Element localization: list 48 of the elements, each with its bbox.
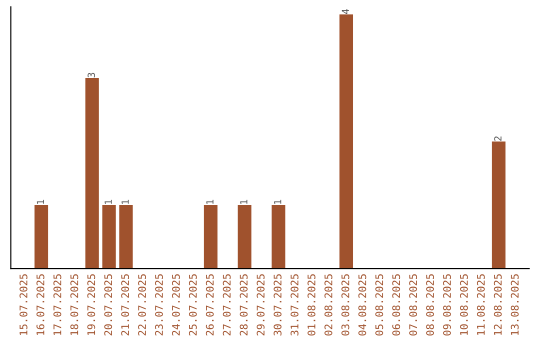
x-tick-label: 09.08.2025: [443, 274, 451, 336]
data-label: 1: [240, 200, 248, 204]
x-tick-label: 19.07.2025: [87, 274, 96, 335]
data-label: 1: [274, 200, 282, 204]
data-label: 1: [36, 200, 44, 204]
x-tick-label: 25.07.2025: [188, 274, 197, 336]
x-tick-label: 29.07.2025: [256, 274, 265, 336]
x-tick-label: 03.08.2025: [341, 274, 350, 336]
bar: [204, 205, 218, 269]
bar: [34, 205, 48, 269]
x-tick-label: 16.07.2025: [36, 274, 44, 335]
x-tick-label: 18.07.2025: [70, 274, 78, 335]
bar: [102, 205, 116, 269]
data-label: 2: [494, 136, 502, 141]
x-tick-label: 27.07.2025: [222, 274, 231, 336]
bar: [339, 14, 354, 269]
x-tick-label: 01.08.2025: [308, 274, 316, 336]
x-tick-label: 02.08.2025: [324, 274, 332, 336]
x-tick-label: 26.07.2025: [206, 274, 214, 336]
bar: [238, 205, 252, 269]
x-tick-label: 31.07.2025: [290, 274, 298, 336]
data-label: 1: [206, 200, 214, 204]
x-tick-label: 10.08.2025: [460, 274, 468, 335]
data-label: 1: [104, 200, 112, 204]
x-tick-label: 30.07.2025: [274, 274, 282, 336]
x-tick-label: 12.08.2025: [494, 274, 502, 335]
x-tick-label: 28.07.2025: [240, 274, 248, 336]
x-tick-label: 11.08.2025: [476, 274, 485, 335]
x-tick-label: 15.07.2025: [20, 274, 28, 335]
x-tick-label: 24.07.2025: [172, 274, 180, 336]
x-tick-label: 04.08.2025: [358, 274, 366, 336]
x-tick-label: 07.08.2025: [409, 274, 418, 336]
bar: [119, 205, 133, 269]
x-tick-label: 05.08.2025: [375, 274, 384, 336]
data-label: 3: [88, 72, 95, 78]
x-tick-label: 23.07.2025: [155, 274, 163, 336]
x-tick-label: 08.08.2025: [426, 274, 434, 336]
x-tick-label: 22.07.2025: [138, 274, 146, 336]
x-tick-label: 13.08.2025: [510, 274, 519, 335]
data-label: 1: [122, 200, 129, 204]
x-tick-label: 20.07.2025: [104, 274, 112, 336]
x-tick-label: 17.07.2025: [53, 274, 62, 335]
bar: [272, 205, 286, 269]
x-tick-label: 06.08.2025: [392, 274, 400, 336]
bar: [85, 78, 99, 269]
x-tick-label: 21.07.2025: [121, 274, 130, 336]
data-label: 4: [342, 9, 349, 14]
bar: [492, 142, 506, 269]
